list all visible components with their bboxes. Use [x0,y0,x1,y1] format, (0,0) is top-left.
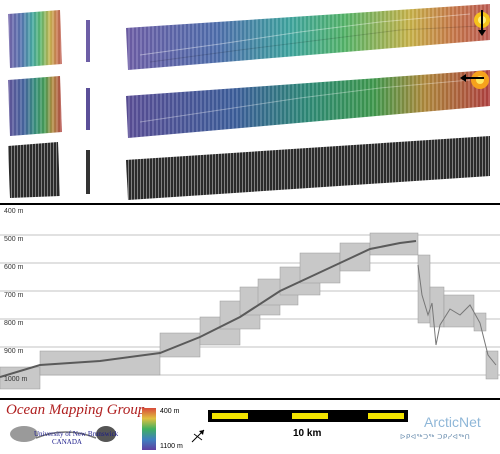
swath-row-backscatter [8,136,490,200]
depth-colorbar [142,408,156,450]
scale-bar [208,410,408,422]
colorbar-top-label: 400 m [160,408,180,415]
swath-row-colour-depth [8,4,490,70]
arcticnet-syllabics: ᐅᑭᐊᖅᑐᖅ ᑐᑭᓯᐊᖅᑎ [400,434,471,441]
scale-bar-label: 10 km [293,428,322,439]
colorbar-bottom-label: 1100 m [160,443,183,450]
depth-label-800: 800 m [4,320,24,327]
depth-label-700: 700 m [4,292,24,299]
swath-row-shaded-relief [8,70,490,138]
ocean-mapping-group-logo: Ocean Mapping Group [6,402,146,418]
depth-label-400: 400 m [4,208,24,215]
seafloor-profile-line [0,240,417,378]
omg-seabed-graphic [10,426,116,442]
depth-label-600: 600 m [4,264,24,271]
sun-illumination-icon [474,10,490,36]
panel-divider [0,398,500,400]
depth-profile-panel [0,205,500,398]
seafloor-profile-noise [417,264,497,366]
panel-divider [0,203,500,205]
depth-label-900: 900 m [4,348,24,355]
north-arrow-icon [191,429,205,443]
country-name: CANADA [52,438,82,446]
arcticnet-logo: ArcticNet [424,414,481,430]
university-name: University of New Brunswick [34,430,119,438]
sun-illumination-icon [460,71,489,89]
depth-label-500: 500 m [4,236,24,243]
depth-label-1000: 1000 m [4,376,28,383]
footer-legend: Ocean Mapping Group University of New Br… [0,400,500,454]
multibeam-swath-panel [0,0,500,203]
